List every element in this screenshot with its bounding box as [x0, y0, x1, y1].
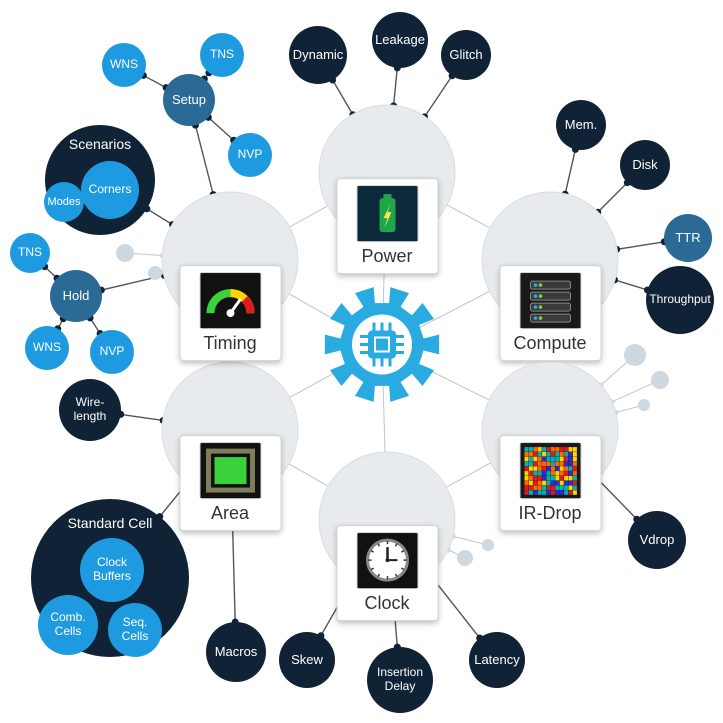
node-label-modes: Modes	[43, 196, 84, 209]
hub-card-area: Area	[179, 435, 281, 531]
node-corners: Corners	[81, 161, 139, 219]
node-disk: Disk	[620, 140, 670, 190]
node-label-glitch: Glitch	[445, 48, 486, 63]
node-skew: Skew	[279, 632, 335, 688]
node-vdrop: Vdrop	[628, 511, 686, 569]
hub-area: Area	[162, 362, 299, 499]
node-latency: Latency	[469, 632, 525, 688]
node-mem: Mem.	[556, 100, 606, 150]
node-leakage: Leakage	[372, 12, 428, 68]
node-label-mem: Mem.	[561, 118, 602, 133]
node-label-hold: Hold	[59, 289, 94, 304]
server-icon-wrap	[519, 272, 581, 329]
node-label-setup: Setup	[168, 93, 210, 108]
node-wns1: WNS	[102, 43, 146, 87]
hub-label-power: Power	[347, 246, 427, 267]
node-hold: Hold	[50, 270, 102, 322]
hub-clock: Clock	[319, 452, 456, 589]
node-label-tns2: TNS	[14, 246, 46, 260]
hub-label-irdrop: IR-Drop	[510, 503, 590, 524]
node-label-wns1: WNS	[106, 58, 142, 72]
node-label-dynamic: Dynamic	[289, 48, 348, 63]
node-label-throughput: Throughput	[645, 293, 714, 307]
node-label-scenarios: Scenarios	[65, 136, 135, 152]
node-label-disk: Disk	[628, 158, 661, 173]
node-tns1: TNS	[200, 33, 244, 77]
hub-label-clock: Clock	[347, 593, 427, 614]
node-wns2: WNS	[25, 326, 69, 370]
area-icon	[200, 443, 260, 498]
gauge-icon-wrap	[199, 272, 261, 329]
node-label-latency: Latency	[470, 653, 524, 668]
node-glitch: Glitch	[441, 30, 491, 80]
hub-card-clock: Clock	[336, 525, 438, 621]
node-dynamic: Dynamic	[289, 26, 347, 84]
node-nvp2: NVP	[90, 330, 134, 374]
hub-card-compute: Compute	[499, 265, 601, 361]
node-label-seqcells: Seq. Cells	[118, 616, 153, 644]
node-ttr: TTR	[664, 214, 712, 262]
gauge-icon	[200, 273, 260, 328]
hub-label-area: Area	[190, 503, 270, 524]
hub-card-power: Power	[336, 178, 438, 274]
clock-icon-wrap	[356, 532, 418, 589]
node-clkbuf: Clock Buffers	[80, 538, 144, 602]
hub-compute: Compute	[482, 192, 619, 329]
area-icon-wrap	[199, 442, 261, 499]
battery-icon-wrap	[356, 185, 418, 242]
node-tns2: TNS	[10, 233, 50, 273]
battery-icon	[357, 186, 417, 241]
node-label-wirelen: Wire- length	[70, 396, 111, 424]
node-seqcells: Seq. Cells	[108, 603, 162, 657]
server-icon	[520, 273, 580, 328]
node-label-ttr: TTR	[671, 231, 704, 246]
node-label-combcells: Comb. Cells	[46, 611, 89, 639]
node-label-clkbuf: Clock Buffers	[89, 556, 135, 584]
hub-power: Power	[319, 105, 456, 242]
node-label-stdcell: Standard Cell	[64, 515, 157, 531]
node-nvp1: NVP	[228, 133, 272, 177]
hub-label-timing: Timing	[190, 333, 270, 354]
node-label-leakage: Leakage	[371, 33, 429, 48]
heatmap-icon-wrap	[519, 442, 581, 499]
hub-card-timing: Timing	[179, 265, 281, 361]
node-label-macros: Macros	[211, 645, 262, 660]
node-wirelen: Wire- length	[59, 379, 121, 441]
hub-card-irdrop: IR-Drop	[499, 435, 601, 531]
hub-timing: Timing	[162, 192, 299, 329]
node-label-wns2: WNS	[29, 341, 65, 355]
node-setup: Setup	[163, 74, 215, 126]
node-throughput: Throughput	[646, 266, 714, 334]
node-label-corners: Corners	[85, 183, 136, 197]
clock-icon	[357, 533, 417, 588]
hub-irdrop: IR-Drop	[482, 362, 619, 499]
node-label-vdrop: Vdrop	[636, 533, 679, 548]
diagram-stage: PowerComputeIR-DropClockAreaTimingDynami…	[0, 0, 723, 723]
node-label-nvp2: NVP	[96, 345, 129, 359]
node-insdel: Insertion Delay	[367, 647, 433, 713]
heatmap-icon	[520, 443, 580, 498]
node-label-tns1: TNS	[206, 48, 238, 62]
node-combcells: Comb. Cells	[38, 595, 98, 655]
node-label-insdel: Insertion Delay	[373, 666, 427, 694]
node-macros: Macros	[206, 622, 266, 682]
center-gear-icon	[316, 279, 448, 416]
node-label-nvp1: NVP	[234, 148, 267, 162]
node-modes: Modes	[44, 182, 84, 222]
node-label-skew: Skew	[287, 653, 327, 668]
hub-label-compute: Compute	[510, 333, 590, 354]
